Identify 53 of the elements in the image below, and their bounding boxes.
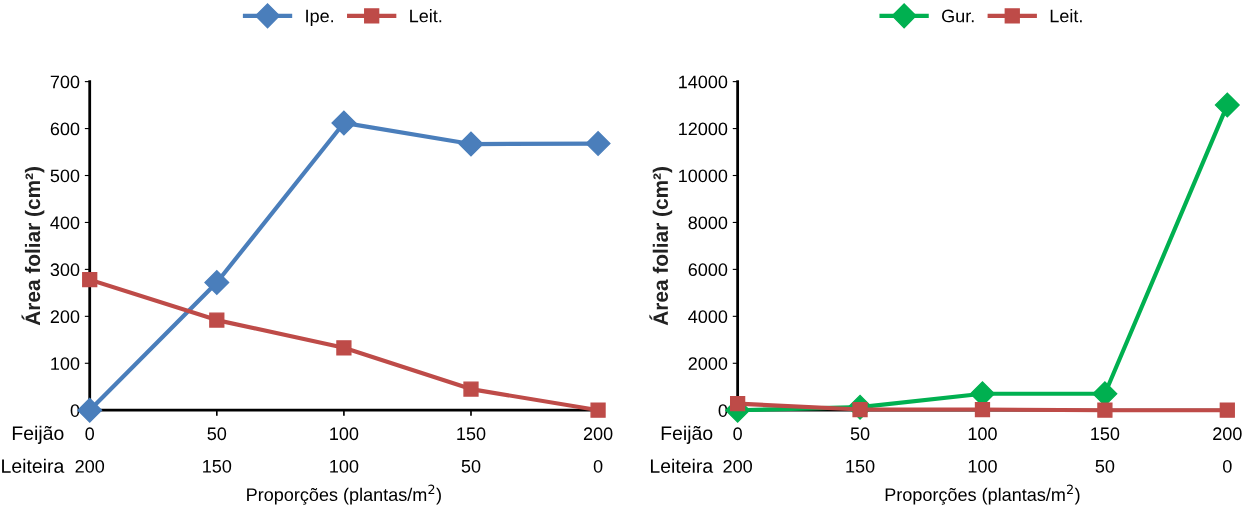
y-tick-label: 400 (50, 216, 80, 230)
x-axis-title: Proporções (plantas/m$^{2}$) (247, 484, 441, 505)
point (974, 401, 991, 418)
y-tick-label: 14000 (679, 75, 728, 89)
point (1219, 402, 1235, 418)
point (1214, 92, 1240, 118)
point (204, 270, 230, 296)
x-tick-label: 0 200 (723, 427, 752, 473)
y-tick-label: 500 (50, 169, 80, 183)
x-tick-label: 0 200 (75, 427, 105, 473)
x-tick-label: 50 150 (203, 427, 232, 473)
x-tick-label: 100 100 (968, 427, 997, 473)
x-tick-label: 100 100 (330, 427, 359, 473)
text: Feijão (12, 425, 64, 444)
x-tick-label: 150 50 (457, 427, 486, 473)
y-tick-label: 300 (50, 263, 80, 277)
x-axis-title: Proporções (plantas/m$^{2}$) (885, 484, 1080, 505)
text: Feijão (661, 425, 713, 444)
text: Leiteira (650, 458, 714, 473)
y-axis-title: Área foliar (cm²) (21, 167, 45, 326)
legend-label: Ipe. (306, 9, 334, 26)
point (1097, 402, 1113, 418)
y-tick-label: 100 (51, 357, 80, 370)
y-tick-label: 2000 (688, 357, 728, 370)
y-axis-title: Área foliar (cm²) (649, 167, 673, 326)
point (331, 110, 357, 136)
text: Leiteira (2, 458, 65, 473)
y-tick-label: 8000 (688, 216, 728, 230)
point (458, 131, 484, 157)
y-tick-label: 600 (50, 122, 80, 136)
y-tick-label: 10000 (679, 169, 728, 183)
point (336, 340, 352, 356)
y-tick-label: 0 (70, 404, 80, 417)
y-tick-label: 6000 (688, 263, 728, 277)
y-tick-label: 0 (718, 404, 728, 417)
legend-label: Leit. (410, 9, 442, 23)
point (590, 402, 606, 418)
point (82, 272, 98, 288)
point (585, 131, 611, 157)
point (729, 396, 746, 412)
x-tick-label: 50 150 (846, 427, 875, 473)
x-tick-label: 150 50 (1091, 427, 1120, 473)
y-tick-label: 12000 (679, 122, 728, 136)
legend-label: Leit. (1050, 9, 1082, 23)
point (463, 381, 479, 397)
y-tick-label: 4000 (688, 310, 728, 324)
y-tick-label: 200 (50, 310, 80, 324)
point (209, 312, 225, 328)
legend-label: Gur. (942, 9, 974, 23)
x-tick-label: 200 0 (583, 427, 613, 473)
x-tick-label: 200 0 (1213, 427, 1242, 473)
point (77, 397, 103, 423)
y-tick-label: 700 (50, 75, 80, 89)
